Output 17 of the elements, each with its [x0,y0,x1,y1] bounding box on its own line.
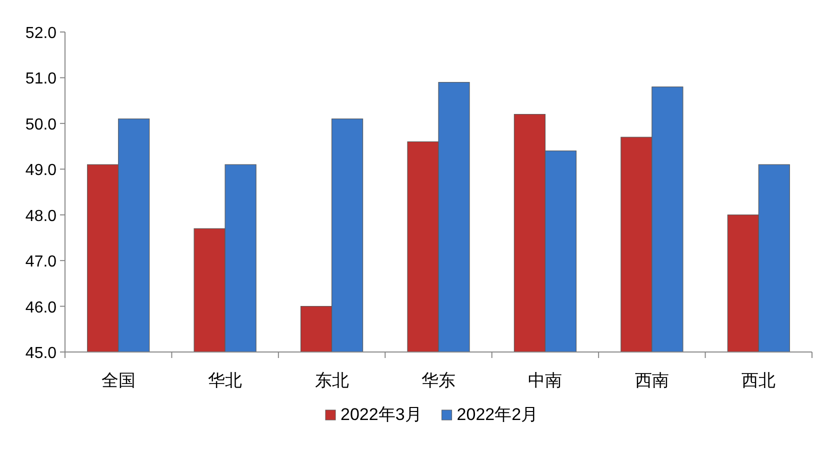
y-tick-label: 48.0 [25,208,57,225]
y-tick-label: 46.0 [25,299,57,316]
x-tick-label: 华东 [422,371,456,390]
x-tick-label: 全国 [101,371,136,390]
x-tick-label: 中南 [528,371,562,390]
x-tick-label: 华北 [208,371,242,390]
legend-label: 2022年2月 [456,405,538,424]
x-tick-label: 西南 [634,371,669,390]
y-tick-label: 49.0 [25,162,57,180]
y-tick-label: 45.0 [25,345,57,362]
y-tick-label: 47.0 [25,254,57,271]
y-tick-label: 51.0 [25,70,57,88]
x-tick-label: 东北 [314,371,349,390]
x-tick-label: 西北 [742,371,776,390]
y-tick-label: 50.0 [25,116,57,134]
legend-label: 2022年3月 [340,405,422,424]
y-tick-label: 52.0 [25,25,57,42]
